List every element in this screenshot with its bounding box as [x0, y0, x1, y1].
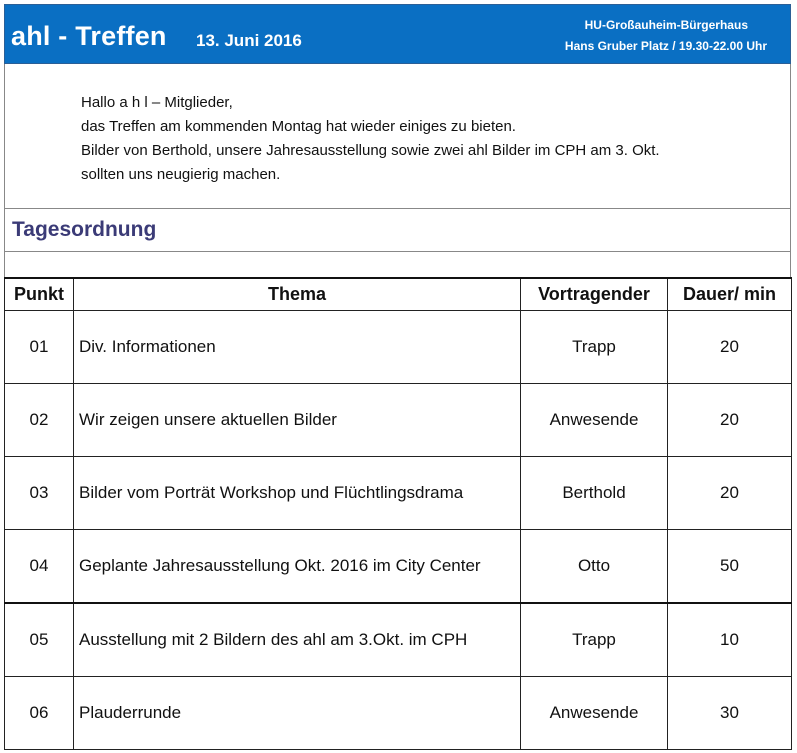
- agenda-item-speaker: Anwesende: [520, 676, 668, 750]
- agenda-item-duration: 10: [667, 602, 792, 677]
- agenda-item-duration: 20: [667, 383, 792, 457]
- agenda-item-number: 04: [4, 529, 74, 604]
- agenda-item-number: 06: [4, 676, 74, 750]
- intro-line: Bilder von Berthold, unsere Jahresausste…: [81, 142, 660, 159]
- agenda-item-speaker: Trapp: [520, 602, 668, 677]
- agenda-item-number: 02: [4, 383, 74, 457]
- agenda-item-topic: Geplante Jahresausstellung Okt. 2016 im …: [73, 529, 521, 604]
- agenda-item-duration: 30: [667, 676, 792, 750]
- venue-address-time: Hans Gruber Platz / 19.30-22.00 Uhr: [564, 39, 767, 53]
- meeting-date: 13. Juni 2016: [196, 31, 302, 50]
- table-row: 03 Bilder vom Porträt Workshop und Flüch…: [4, 456, 792, 530]
- intro-line: Hallo a h l – Mitglieder,: [81, 94, 233, 111]
- agenda-item-topic: Wir zeigen unsere aktuellen Bilder: [73, 383, 521, 457]
- agenda-item-speaker: Anwesende: [520, 383, 668, 457]
- intro-section: Hallo a h l – Mitglieder, das Treffen am…: [4, 64, 791, 209]
- agenda-item-duration: 20: [667, 456, 792, 530]
- meeting-title: ahl - Treffen: [11, 21, 167, 51]
- agenda-item-topic: Div. Informationen: [73, 310, 521, 384]
- table-row: 02 Wir zeigen unsere aktuellen Bilder An…: [4, 383, 792, 457]
- intro-line: sollten uns neugierig machen.: [81, 166, 281, 183]
- agenda-item-speaker: Trapp: [520, 310, 668, 384]
- table-row: 04 Geplante Jahresausstellung Okt. 2016 …: [4, 529, 792, 604]
- header-banner: ahl - Treffen 13. Juni 2016 HU-Großauhei…: [4, 4, 791, 64]
- agenda-title: Tagesordnung: [12, 218, 157, 241]
- agenda-item-duration: 50: [667, 529, 792, 604]
- agenda-table: Punkt Thema Vortragender Dauer/ min 01 D…: [4, 277, 792, 750]
- agenda-item-topic: Bilder vom Porträt Workshop und Flüchtli…: [73, 456, 521, 530]
- agenda-heading-section: Tagesordnung: [4, 209, 791, 252]
- table-header-row: Punkt Thema Vortragender Dauer/ min: [4, 277, 792, 311]
- agenda-item-number: 05: [4, 602, 74, 677]
- agenda-item-number: 01: [4, 310, 74, 384]
- table-row: 06 Plauderrunde Anwesende 30: [4, 676, 792, 750]
- intro-text: Hallo a h l – Mitglieder, das Treffen am…: [81, 91, 660, 187]
- agenda-item-duration: 20: [667, 310, 792, 384]
- table-row: 01 Div. Informationen Trapp 20: [4, 310, 792, 384]
- column-header-thema: Thema: [73, 277, 521, 311]
- table-row: 05 Ausstellung mit 2 Bildern des ahl am …: [4, 602, 792, 677]
- agenda-item-topic: Ausstellung mit 2 Bildern des ahl am 3.O…: [73, 602, 521, 677]
- column-header-punkt: Punkt: [4, 277, 74, 311]
- column-header-vortragender: Vortragender: [520, 277, 668, 311]
- agenda-item-speaker: Berthold: [520, 456, 668, 530]
- venue-name: HU-Großauheim-Bürgerhaus: [584, 18, 748, 32]
- intro-line: das Treffen am kommenden Montag hat wied…: [81, 118, 516, 135]
- agenda-item-number: 03: [4, 456, 74, 530]
- agenda-item-topic: Plauderrunde: [73, 676, 521, 750]
- column-header-dauer: Dauer/ min: [667, 277, 792, 311]
- agenda-item-speaker: Otto: [520, 529, 668, 604]
- spacer-row: [4, 252, 791, 277]
